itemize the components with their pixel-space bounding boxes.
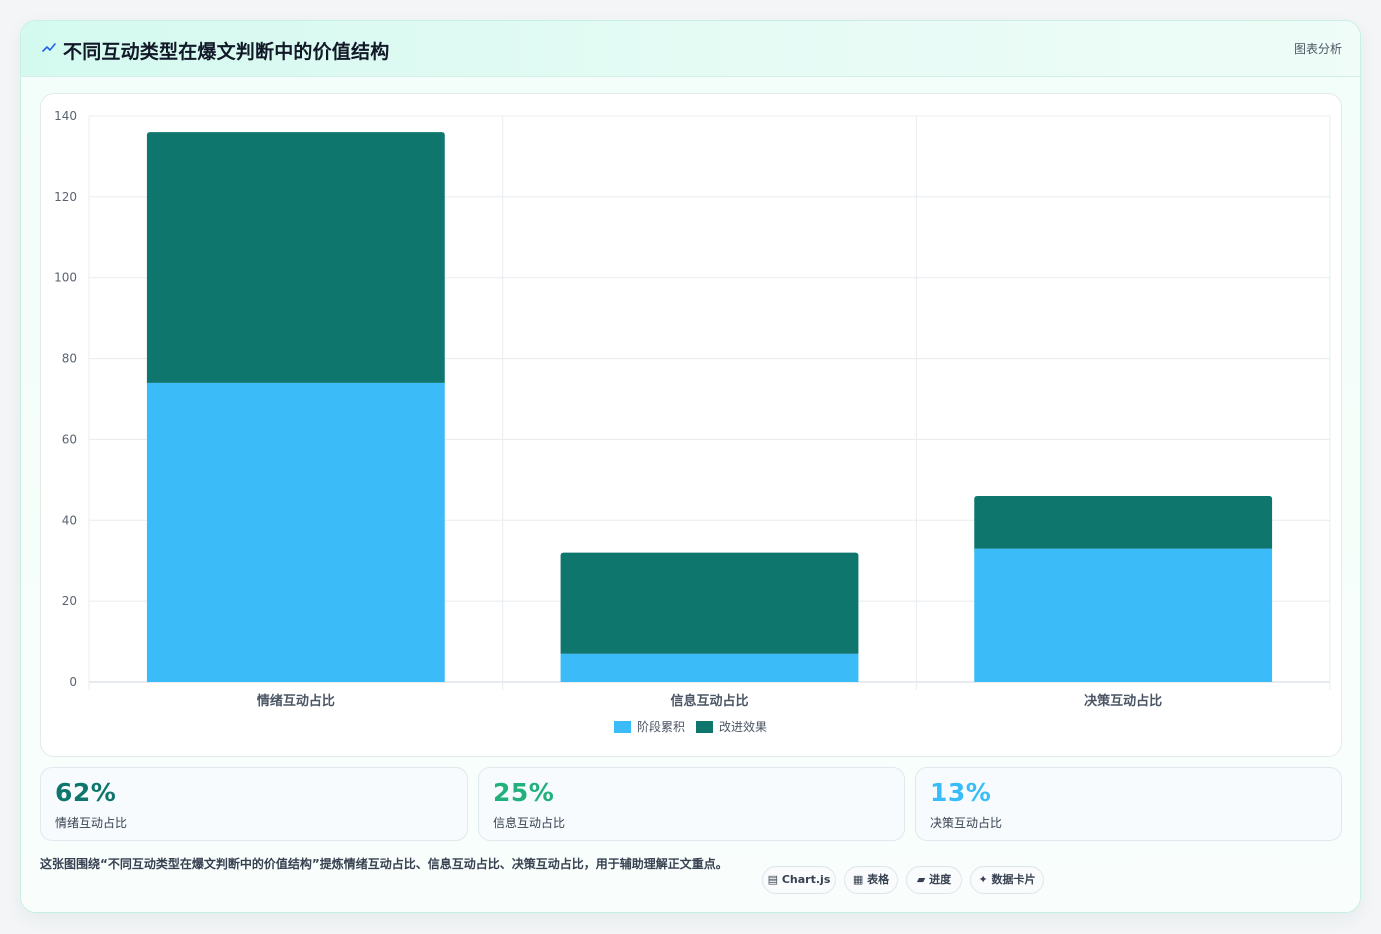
y-tick-label: 40 — [62, 513, 77, 527]
tag-label: 数据卡片 — [991, 873, 1036, 886]
card-header: 不同互动类型在爆文判断中的价值结构 图表分析 — [21, 21, 1360, 77]
legend-label: 改进效果 — [719, 719, 767, 734]
tag-label: 进度 — [929, 873, 952, 886]
stat-card-decision: 13% 决策互动占比 — [915, 767, 1342, 841]
y-tick-label: 20 — [62, 594, 77, 608]
y-tick-label: 140 — [54, 109, 77, 123]
x-tick-label: 信息互动占比 — [670, 693, 748, 709]
stat-value: 13% — [930, 778, 992, 807]
chart-panel: 0 20 40 60 80 100 120 140 情绪互动占比 信息互动占比 决策互动占比阶段累积… — [40, 93, 1342, 757]
stat-label: 情绪互动占比 — [55, 816, 128, 830]
legend-label: 阶段累积 — [637, 719, 685, 734]
tag-label: 表格 — [867, 873, 890, 886]
tag-table[interactable]: ▦ 表格 — [844, 866, 898, 894]
bar-segment — [974, 496, 1273, 549]
stat-value: 62% — [55, 778, 117, 807]
tag-chartjs[interactable]: ▤ Chart.js — [762, 866, 836, 894]
tag-progress[interactable]: ▰ 进度 — [906, 866, 962, 894]
stat-value: 25% — [493, 778, 555, 807]
bar-segment — [146, 132, 445, 383]
stacked-bar-chart: 0 20 40 60 80 100 120 140 情绪互动占比 信息互动占比 决策互动占比阶段累积… — [54, 109, 1331, 734]
bar-segment — [974, 548, 1273, 682]
stat-card-emotion: 62% 情绪互动占比 — [40, 767, 468, 841]
legend-swatch — [696, 721, 713, 733]
y-tick-label: 60 — [62, 432, 77, 446]
page-title: 不同互动类型在爆文判断中的价值结构 — [63, 41, 390, 63]
legend-swatch — [614, 721, 631, 733]
chart-card: 不同互动类型在爆文判断中的价值结构 图表分析 0 20 40 60 80 100 120 14… — [20, 20, 1361, 913]
y-tick-label: 120 — [54, 190, 77, 204]
bar-segment — [560, 552, 859, 654]
stat-label: 决策互动占比 — [930, 816, 1003, 830]
x-tick-label: 情绪互动占比 — [257, 693, 335, 709]
table-icon: ▦ — [852, 873, 868, 886]
trend-line-icon — [42, 43, 56, 52]
chart-description: 这张图围绕“不同互动类型在爆文判断中的价值结构”提炼情绪互动占比、信息互动占比、… — [40, 857, 728, 871]
bar-segment — [146, 382, 445, 682]
bar-segment — [560, 653, 859, 682]
progress-icon: ▰ — [916, 873, 930, 886]
sparkle-icon: ✦ — [978, 873, 992, 886]
chart-icon: ▤ — [767, 873, 782, 886]
y-tick-label: 80 — [62, 352, 77, 366]
tag-data-card[interactable]: ✦ 数据卡片 — [970, 866, 1044, 894]
chart-analysis-badge: 图表分析 — [1293, 42, 1342, 56]
stat-label: 信息互动占比 — [493, 816, 566, 830]
y-tick-label: 100 — [54, 271, 77, 285]
x-tick-label: 决策互动占比 — [1084, 693, 1162, 709]
y-tick-label: 0 — [69, 675, 77, 689]
stat-card-info: 25% 信息互动占比 — [478, 767, 905, 841]
tag-label: Chart.js — [781, 873, 831, 886]
